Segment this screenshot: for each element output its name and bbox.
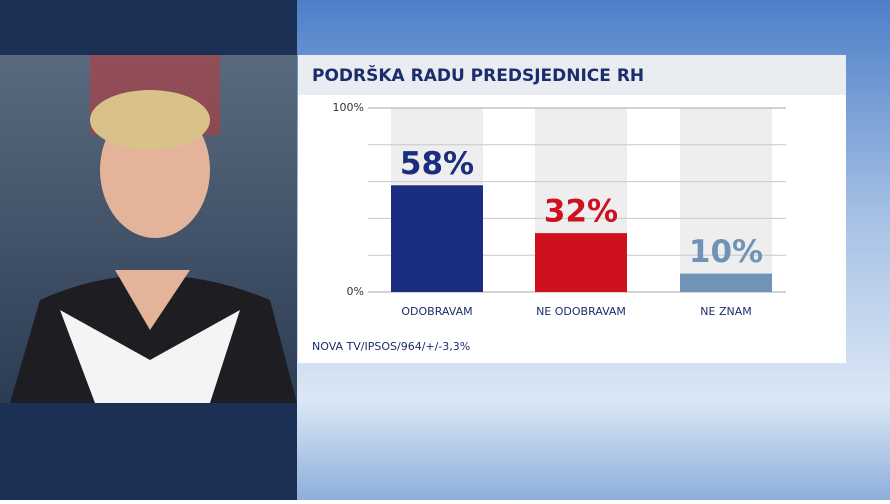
value-label: 10% [689,234,763,270]
x-tick-label: NE ZNAM [700,305,751,318]
y-tick-label: 100% [333,101,364,114]
x-tick-label: ODOBRAVAM [401,305,472,318]
source-note: NOVA TV/IPSOS/964/+/-3,3% [312,340,470,353]
bar [535,233,627,292]
bar [391,185,483,292]
photo [0,55,297,403]
chart-title: PODRŠKA RADU PREDSJEDNICE RH [312,64,644,86]
value-label: 32% [544,194,618,230]
bar-track [680,108,772,292]
y-tick-label: 0% [347,285,364,298]
bar [680,273,772,292]
value-label: 58% [400,146,474,182]
x-tick-label: NE ODOBRAVAM [536,305,626,318]
title-bar [298,55,846,95]
